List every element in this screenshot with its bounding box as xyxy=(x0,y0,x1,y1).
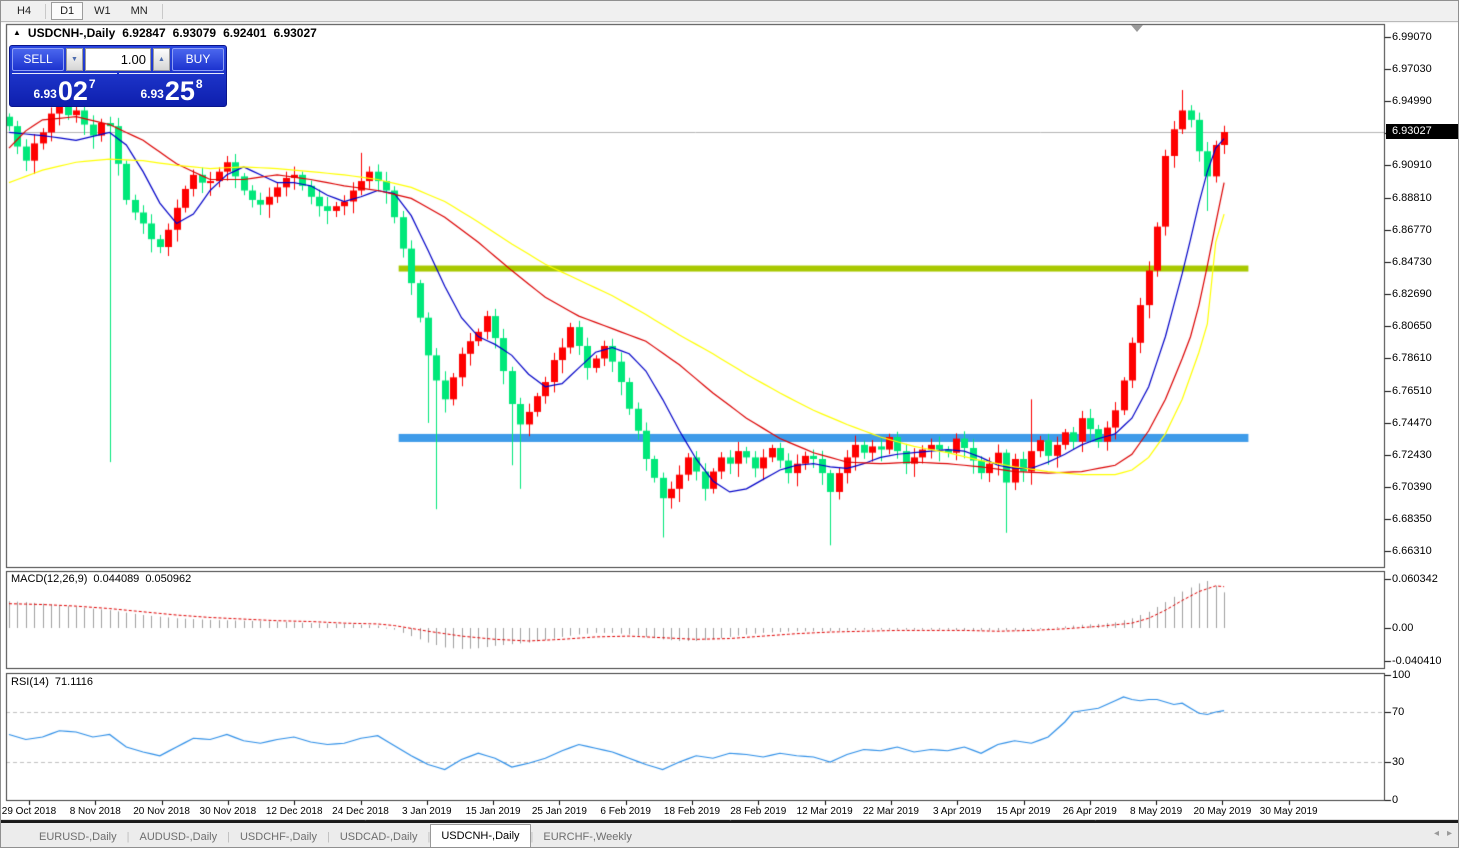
sell-price-point: 7 xyxy=(88,77,96,91)
rsi-indicator-label: RSI(14) 71.1116 xyxy=(11,676,93,688)
date-axis-label: 3 Jan 2019 xyxy=(402,806,452,817)
tab-audusd--daily[interactable]: AUDUSD-,Daily xyxy=(139,831,218,843)
date-axis-label: 30 May 2019 xyxy=(1259,806,1318,817)
tab-eurchf--weekly[interactable]: EURCHF-,Weekly xyxy=(543,831,632,843)
volume-increase-button[interactable]: ▲ xyxy=(153,48,170,71)
tab-separator: | xyxy=(427,831,431,843)
tab-usdchf--daily[interactable]: USDCHF-,Daily xyxy=(239,831,317,843)
macd-name: MACD(12,26,9) xyxy=(11,573,88,585)
buy-price-point: 8 xyxy=(195,77,203,91)
tab-usdcad--daily[interactable]: USDCAD-,Daily xyxy=(339,831,418,843)
toolbar-separator xyxy=(45,3,47,19)
tab-separator: | xyxy=(530,831,534,843)
sell-price-base: 6.93 xyxy=(33,87,57,101)
chart-symbol-label: USDCNH-,Daily xyxy=(27,26,116,40)
price-axis-tick: 6.82690 xyxy=(1392,288,1432,301)
macd-axis-tick: 0.060342 xyxy=(1392,573,1438,586)
price-axis-tick: 6.72430 xyxy=(1392,449,1432,462)
price-axis-tick: 6.97030 xyxy=(1392,63,1432,76)
macd-axis-tick: 0.00 xyxy=(1392,622,1414,634)
sell-price-pips: 02 xyxy=(57,76,88,106)
sell-price-display[interactable]: 6.93 02 7 xyxy=(12,73,117,106)
timeframe-toolbar: H4 D1 W1 MN xyxy=(1,1,1458,22)
buy-price-pips: 25 xyxy=(164,76,195,106)
current-price-tag: 6.93027 xyxy=(1386,124,1458,139)
tab-separator: | xyxy=(126,831,130,843)
one-click-trade-panel: SELL ▼ ▲ BUY 6.93 02 7 6.93 25 8 xyxy=(9,45,227,107)
rsi-name: RSI(14) xyxy=(11,676,49,688)
timeframe-button-h4[interactable]: H4 xyxy=(17,5,32,17)
ohlc-high: 6.93079 xyxy=(172,26,217,40)
price-axis-tick: 6.66310 xyxy=(1392,545,1432,558)
chart-tab-bar: EURUSD-,Daily | AUDUSD-,Daily | USDCHF-,Dail… xyxy=(1,821,1458,847)
date-axis-label: 12 Dec 2018 xyxy=(265,806,323,817)
date-axis-label: 30 Nov 2018 xyxy=(199,806,257,817)
price-axis-tick: 6.99070 xyxy=(1392,31,1432,44)
timeframe-buttons: H4 D1 W1 MN xyxy=(7,2,167,20)
tab-usdcnh--daily[interactable]: USDCNH-,Daily xyxy=(430,824,531,847)
buy-button[interactable]: BUY xyxy=(172,48,224,71)
buy-price-display[interactable]: 6.93 25 8 xyxy=(119,73,224,106)
date-axis-label: 6 Feb 2019 xyxy=(600,806,651,817)
buy-price-base: 6.93 xyxy=(140,87,164,101)
price-axis-tick: 6.70390 xyxy=(1392,481,1432,494)
chart-shift-marker-icon[interactable] xyxy=(1131,25,1143,32)
macd-value: 0.044089 xyxy=(93,573,140,585)
ohlc-open: 6.92847 xyxy=(122,26,166,40)
date-axis-label: 28 Feb 2019 xyxy=(730,806,787,817)
toolbar-separator xyxy=(161,3,163,19)
tab-separator: | xyxy=(326,831,330,843)
rsi-value: 71.1116 xyxy=(54,676,94,688)
tab-separator: | xyxy=(227,831,230,843)
volume-input[interactable] xyxy=(85,48,151,71)
tab-eurusd--daily[interactable]: EURUSD-,Daily xyxy=(39,831,117,843)
date-axis-label: 8 Nov 2018 xyxy=(69,806,121,817)
price-chart-canvas[interactable] xyxy=(1,1,1458,821)
chart-title: ▲ USDCNH-,Daily 6.92847 6.93079 6.92401 … xyxy=(13,26,317,40)
date-axis-label: 20 May 2019 xyxy=(1193,806,1252,817)
price-axis-tick: 6.76510 xyxy=(1392,385,1432,398)
timeframe-button-mn[interactable]: MN xyxy=(130,5,148,17)
price-axis-tick: 6.86770 xyxy=(1392,224,1432,237)
tab-scroll-right-icon[interactable]: ▸ xyxy=(1446,828,1452,839)
date-axis-label: 24 Dec 2018 xyxy=(332,806,389,817)
date-axis-label: 29 Oct 2018 xyxy=(1,806,57,817)
price-axis-tick: 6.84730 xyxy=(1392,256,1432,269)
ohlc-low: 6.92401 xyxy=(223,26,267,40)
tab-scroll-left-icon[interactable]: ◂ xyxy=(1433,828,1439,839)
price-axis-tick: 6.94990 xyxy=(1392,95,1432,108)
date-axis-label: 15 Jan 2019 xyxy=(465,806,521,817)
date-axis-label: 8 May 2019 xyxy=(1129,806,1183,817)
ohlc-close: 6.93027 xyxy=(273,26,317,40)
date-axis-label: 20 Nov 2018 xyxy=(133,806,190,817)
price-axis-tick: 6.78610 xyxy=(1392,352,1432,365)
price-axis-tick: 6.80650 xyxy=(1392,320,1432,333)
macd-indicator-label: MACD(12,26,9) 0.044089 0.050962 xyxy=(11,573,191,585)
collapse-panel-icon[interactable]: ▲ xyxy=(13,28,21,37)
price-axis-tick: 6.68350 xyxy=(1392,513,1432,526)
date-axis-label: 12 Mar 2019 xyxy=(796,806,853,817)
rsi-axis-tick: 70 xyxy=(1392,706,1405,718)
date-axis-label: 25 Jan 2019 xyxy=(531,806,587,817)
price-axis-tick: 6.74470 xyxy=(1392,417,1432,430)
date-axis-label: 18 Feb 2019 xyxy=(663,806,721,817)
price-axis-tick: 6.90910 xyxy=(1392,159,1432,172)
timeframe-button-d1[interactable]: D1 xyxy=(51,2,84,20)
rsi-axis-tick: 0 xyxy=(1392,793,1399,806)
price-axis-tick: 6.88810 xyxy=(1392,192,1432,205)
date-axis-label: 3 Apr 2019 xyxy=(933,806,982,817)
volume-decrease-button[interactable]: ▼ xyxy=(66,48,83,71)
date-axis-label: 15 Apr 2019 xyxy=(996,806,1051,817)
macd-signal-value: 0.050962 xyxy=(145,573,192,585)
tab-scroll-controls: ◂ ▸ xyxy=(1434,828,1452,840)
sell-button[interactable]: SELL xyxy=(12,48,64,71)
date-axis-label: 26 Apr 2019 xyxy=(1062,806,1117,817)
timeframe-button-w1[interactable]: W1 xyxy=(94,5,111,17)
macd-axis-tick: -0.040410 xyxy=(1392,654,1442,667)
rsi-axis-tick: 30 xyxy=(1392,756,1405,768)
rsi-axis-tick: 100 xyxy=(1392,668,1411,681)
date-axis-label: 22 Mar 2019 xyxy=(862,806,919,817)
